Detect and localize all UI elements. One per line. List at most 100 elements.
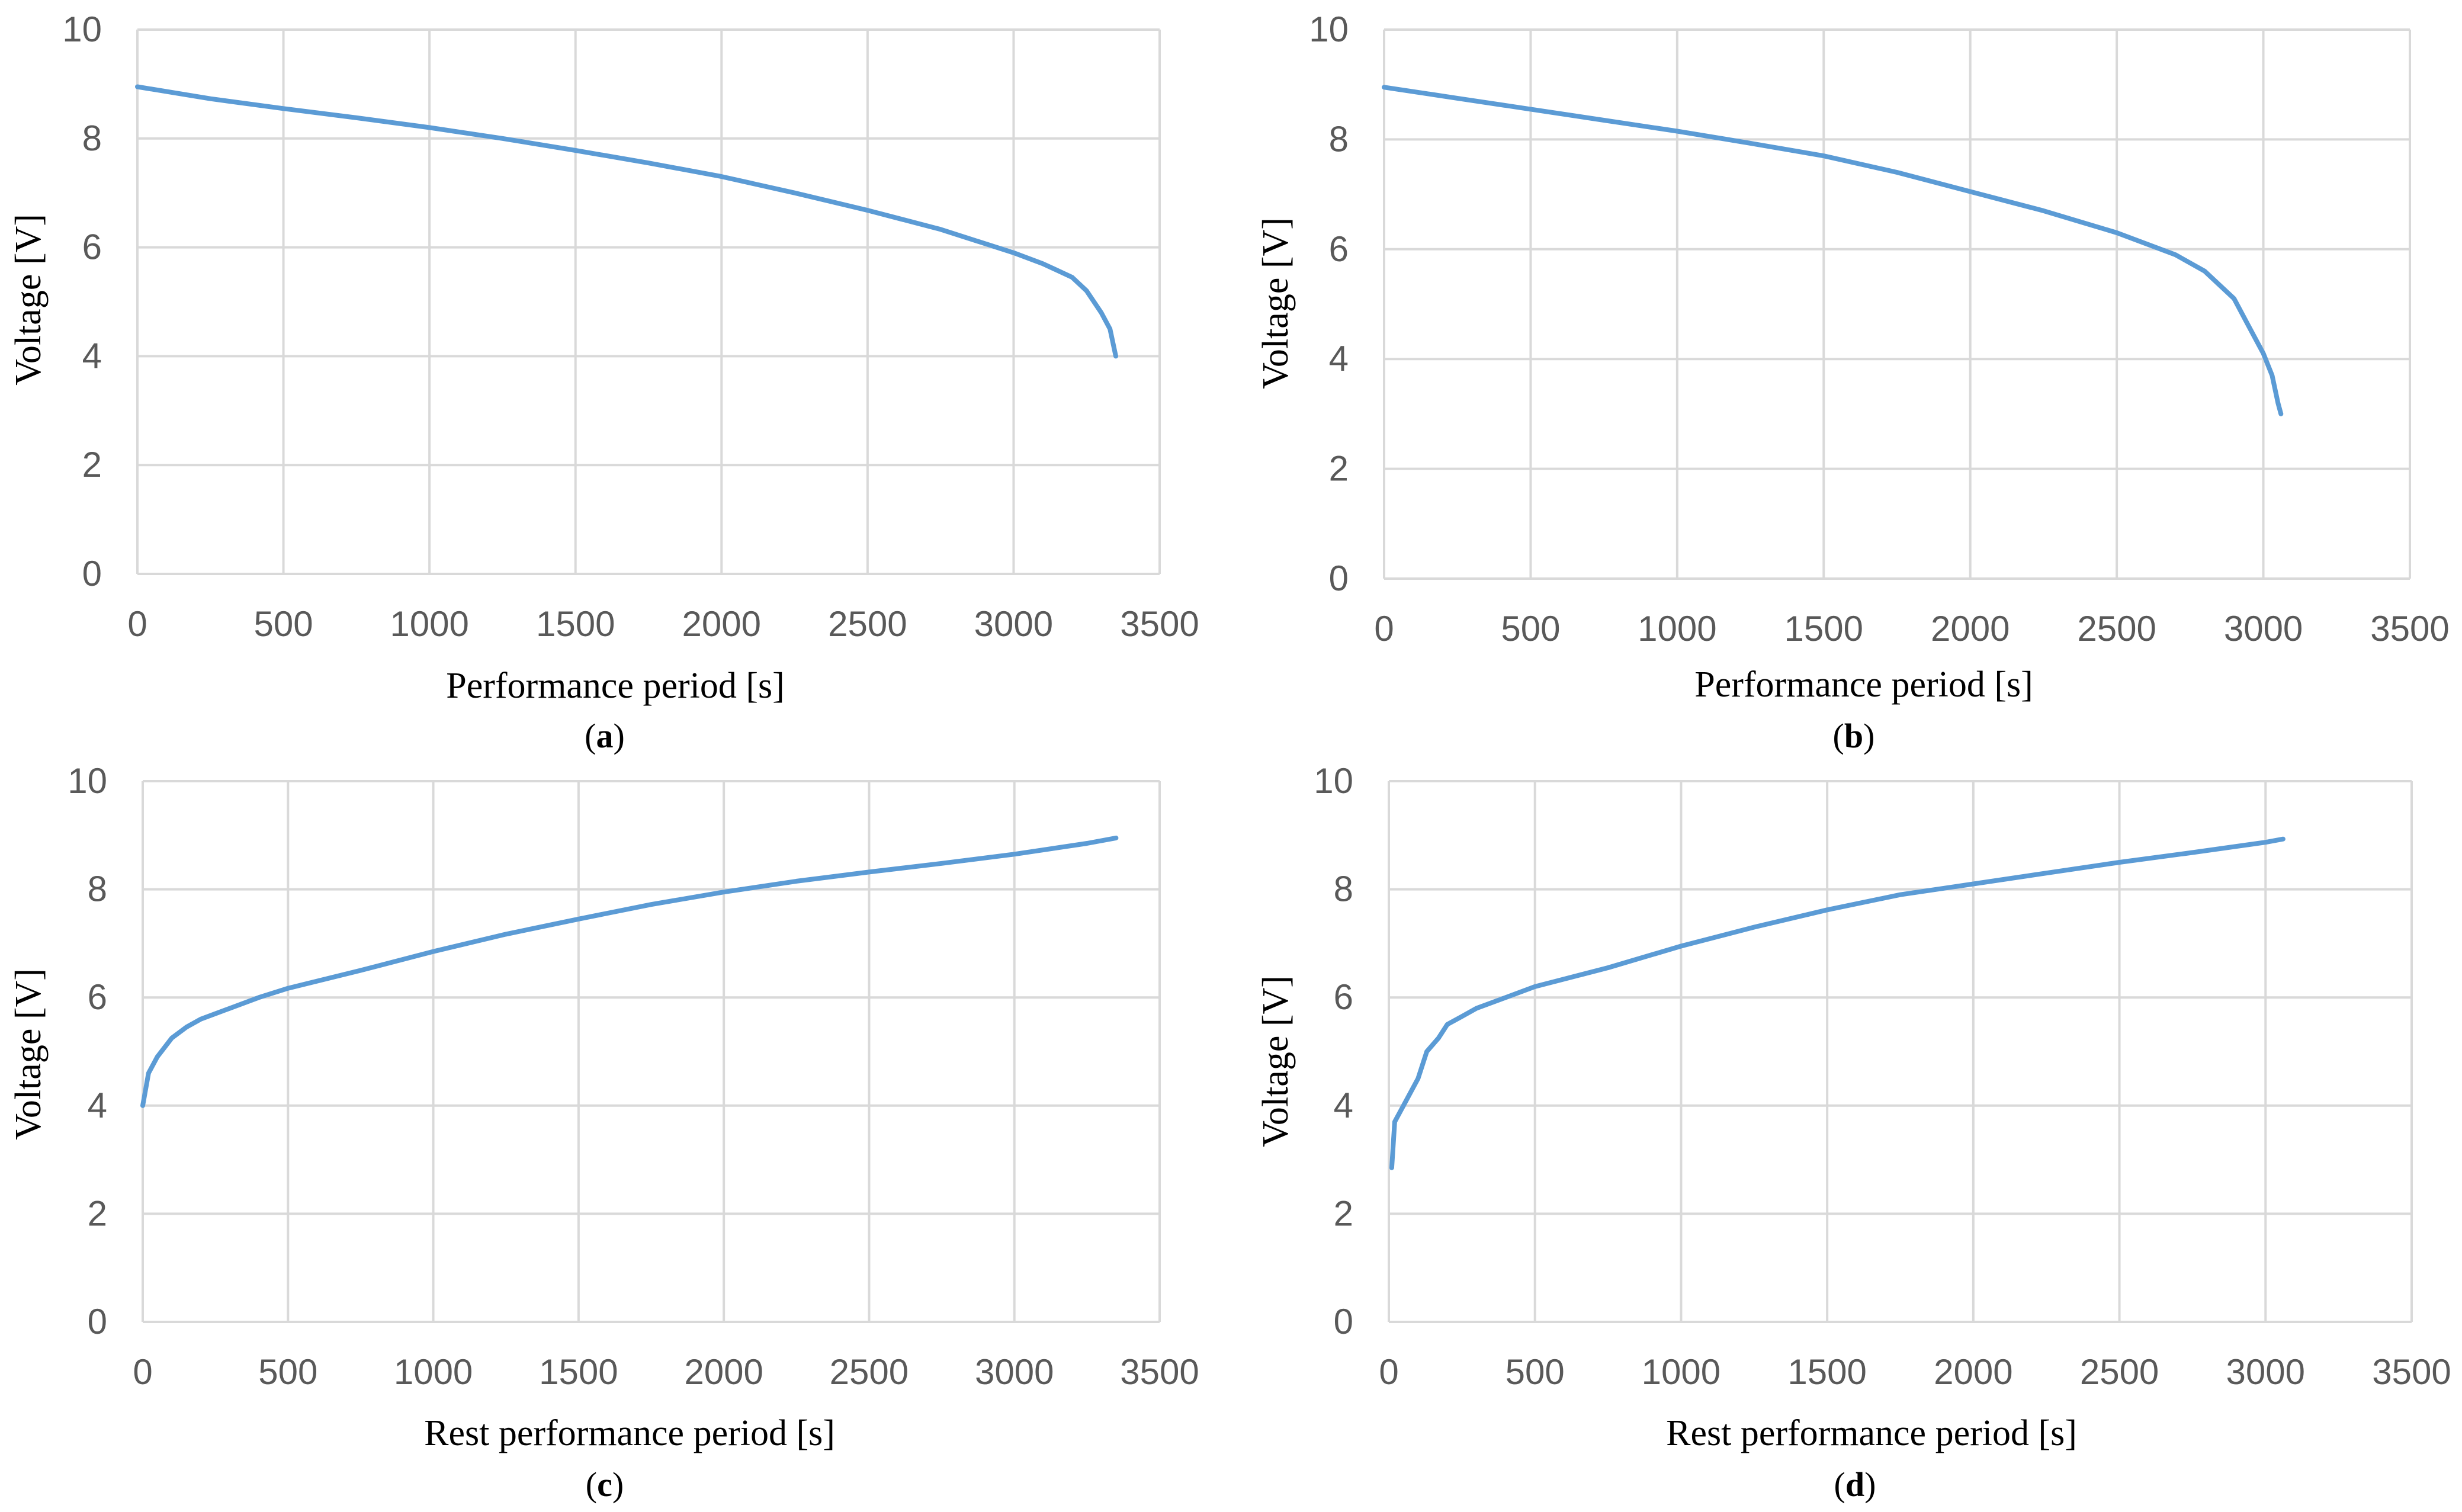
chart-d-ytick-10: 10: [1314, 761, 1353, 801]
chart-a-xtick-2500: 2500: [828, 604, 907, 644]
chart-d-xlabel: Rest performance period [s]: [1666, 1413, 2077, 1453]
chart-c-ytick-2: 2: [88, 1193, 107, 1233]
chart-c-xtick-1500: 1500: [539, 1352, 618, 1392]
svg-text:(a): (a): [585, 717, 625, 755]
chart-b-gridlines: [1383, 28, 2411, 580]
chart-b-ytick-10: 10: [1309, 9, 1349, 49]
chart-panel-a: 0 2 4 6 8 10 0 500 1000 1500 2000 2500 3000 3500 Vol…: [0, 0, 1231, 756]
chart-b-ytick-2: 2: [1329, 449, 1349, 489]
chart-b-xtick-0: 0: [1374, 609, 1394, 649]
chart-c-xtick-2000: 2000: [684, 1352, 763, 1392]
chart-c-ytick-6: 6: [88, 977, 107, 1017]
chart-b-y-ticks: 0 2 4 6 8 10: [1309, 9, 1349, 598]
chart-c-xtick-500: 500: [258, 1352, 317, 1392]
chart-c-x-ticks: 0 500 1000 1500 2000 2500 3000 3500: [133, 1352, 1199, 1392]
chart-c-series: [140, 835, 1119, 1108]
chart-d-gridlines: [1388, 780, 2413, 1323]
chart-c-y-ticks: 0 2 4 6 8 10: [68, 761, 107, 1341]
chart-d-series: [1389, 836, 2286, 1170]
chart-c-ytick-10: 10: [68, 761, 107, 801]
chart-b-svg: 0 2 4 6 8 10 0 500 1000 1500 2000 2500 3000 3500 Vol…: [1256, 9, 2450, 755]
chart-a-gridlines: [136, 28, 1161, 575]
chart-panel-b: 0 2 4 6 8 10 0 500 1000 1500 2000 2500 3000 3500 Vol…: [1231, 0, 2462, 756]
chart-a-xtick-500: 500: [254, 604, 313, 644]
chart-a-xtick-3000: 3000: [974, 604, 1053, 644]
chart-a-ytick-4: 4: [82, 336, 102, 375]
chart-d-x-ticks: 0 500 1000 1500 2000 2500 3000 3500: [1379, 1352, 2451, 1392]
chart-a-ytick-0: 0: [82, 554, 102, 593]
chart-b-xtick-500: 500: [1501, 609, 1560, 649]
chart-d-xtick-1500: 1500: [1787, 1352, 1866, 1392]
chart-a-xlabel: Performance period [s]: [446, 666, 785, 706]
chart-d-ytick-4: 4: [1334, 1086, 1353, 1125]
chart-c-xtick-1000: 1000: [394, 1352, 473, 1392]
chart-a-series-line-0: [135, 84, 1118, 359]
chart-d-xtick-1000: 1000: [1642, 1352, 1720, 1392]
chart-d-ytick-6: 6: [1334, 977, 1353, 1017]
chart-a-ytick-10: 10: [62, 9, 102, 49]
chart-d-xtick-0: 0: [1379, 1352, 1398, 1392]
chart-a-ytick-2: 2: [82, 445, 102, 484]
chart-a-series: [135, 84, 1118, 359]
chart-a-caption: (a): [585, 717, 625, 755]
chart-d-xtick-2000: 2000: [1934, 1352, 2012, 1392]
chart-a-ytick-8: 8: [82, 118, 102, 158]
chart-d-ytick-0: 0: [1334, 1302, 1353, 1341]
chart-a-xtick-2000: 2000: [682, 604, 761, 644]
chart-b-xtick-2500: 2500: [2077, 609, 2156, 649]
svg-text:(c): (c): [586, 1465, 624, 1504]
chart-c-ylabel: Voltage [V]: [8, 968, 49, 1140]
chart-b-series: [1382, 85, 2284, 416]
chart-c-ytick-0: 0: [88, 1302, 107, 1341]
svg-text:(b): (b): [1833, 717, 1875, 755]
chart-c-series-line-0: [140, 835, 1119, 1108]
chart-a-y-ticks: 0 2 4 6 8 10: [62, 9, 102, 593]
chart-a-ytick-6: 6: [82, 227, 102, 267]
chart-panel-d: 0 2 4 6 8 10 0 500 1000 1500 2000 2500 3000 3500 Vol…: [1231, 756, 2462, 1512]
chart-d-series-line-0: [1389, 836, 2286, 1170]
chart-a-xtick-3500: 3500: [1120, 604, 1199, 644]
chart-b-xtick-3000: 3000: [2224, 609, 2303, 649]
chart-a-x-ticks: 0 500 1000 1500 2000 2500 3000 3500: [127, 604, 1199, 644]
chart-c-xlabel: Rest performance period [s]: [424, 1413, 835, 1453]
chart-panel-c: 0 2 4 6 8 10 0 500 1000 1500 2000 2500 3000 3500 Vol…: [0, 756, 1231, 1512]
chart-d-xtick-3000: 3000: [2226, 1352, 2305, 1392]
chart-d-ytick-8: 8: [1334, 869, 1353, 909]
chart-b-xlabel: Performance period [s]: [1694, 664, 2033, 705]
chart-b-xtick-1000: 1000: [1638, 609, 1716, 649]
chart-c-caption-letter: c: [597, 1465, 612, 1504]
chart-c-xtick-3000: 3000: [975, 1352, 1054, 1392]
chart-b-x-ticks: 0 500 1000 1500 2000 2500 3000 3500: [1374, 609, 2449, 649]
chart-c-svg: 0 2 4 6 8 10 0 500 1000 1500 2000 2500 3000 3500 Vol…: [8, 761, 1199, 1504]
chart-d-xtick-3500: 3500: [2372, 1352, 2451, 1392]
chart-b-xtick-3500: 3500: [2370, 609, 2449, 649]
svg-text:(d): (d): [1834, 1465, 1876, 1504]
chart-c-ytick-4: 4: [88, 1086, 107, 1125]
chart-a-ylabel: Voltage [V]: [8, 214, 49, 386]
chart-d-y-ticks: 0 2 4 6 8 10: [1314, 761, 1353, 1341]
chart-b-ytick-8: 8: [1329, 119, 1349, 159]
chart-b-ytick-6: 6: [1329, 229, 1349, 269]
chart-c-xtick-0: 0: [133, 1352, 152, 1392]
chart-a-xtick-0: 0: [127, 604, 147, 644]
chart-b-ylabel: Voltage [V]: [1256, 217, 1296, 389]
chart-b-series-line-0: [1382, 85, 2284, 416]
chart-b-caption-letter: b: [1844, 717, 1863, 755]
chart-d-xtick-500: 500: [1506, 1352, 1565, 1392]
chart-d-ylabel: Voltage [V]: [1256, 975, 1296, 1147]
chart-b-xtick-1500: 1500: [1784, 609, 1863, 649]
chart-c-xtick-2500: 2500: [830, 1352, 909, 1392]
chart-c-xtick-3500: 3500: [1120, 1352, 1199, 1392]
chart-b-xtick-2000: 2000: [1931, 609, 2010, 649]
chart-b-caption: (b): [1833, 717, 1875, 755]
chart-d-ytick-2: 2: [1334, 1193, 1353, 1233]
chart-b-ytick-4: 4: [1329, 339, 1349, 378]
chart-c-caption: (c): [586, 1465, 624, 1504]
chart-a-caption-letter: a: [596, 717, 614, 755]
chart-a-svg: 0 2 4 6 8 10 0 500 1000 1500 2000 2500 3000 3500 Vol…: [8, 9, 1199, 755]
chart-b-ytick-0: 0: [1329, 558, 1349, 598]
chart-c-ytick-8: 8: [88, 869, 107, 909]
chart-c-gridlines: [142, 780, 1161, 1323]
chart-d-xtick-2500: 2500: [2080, 1352, 2159, 1392]
chart-d-caption-letter: d: [1845, 1465, 1864, 1504]
